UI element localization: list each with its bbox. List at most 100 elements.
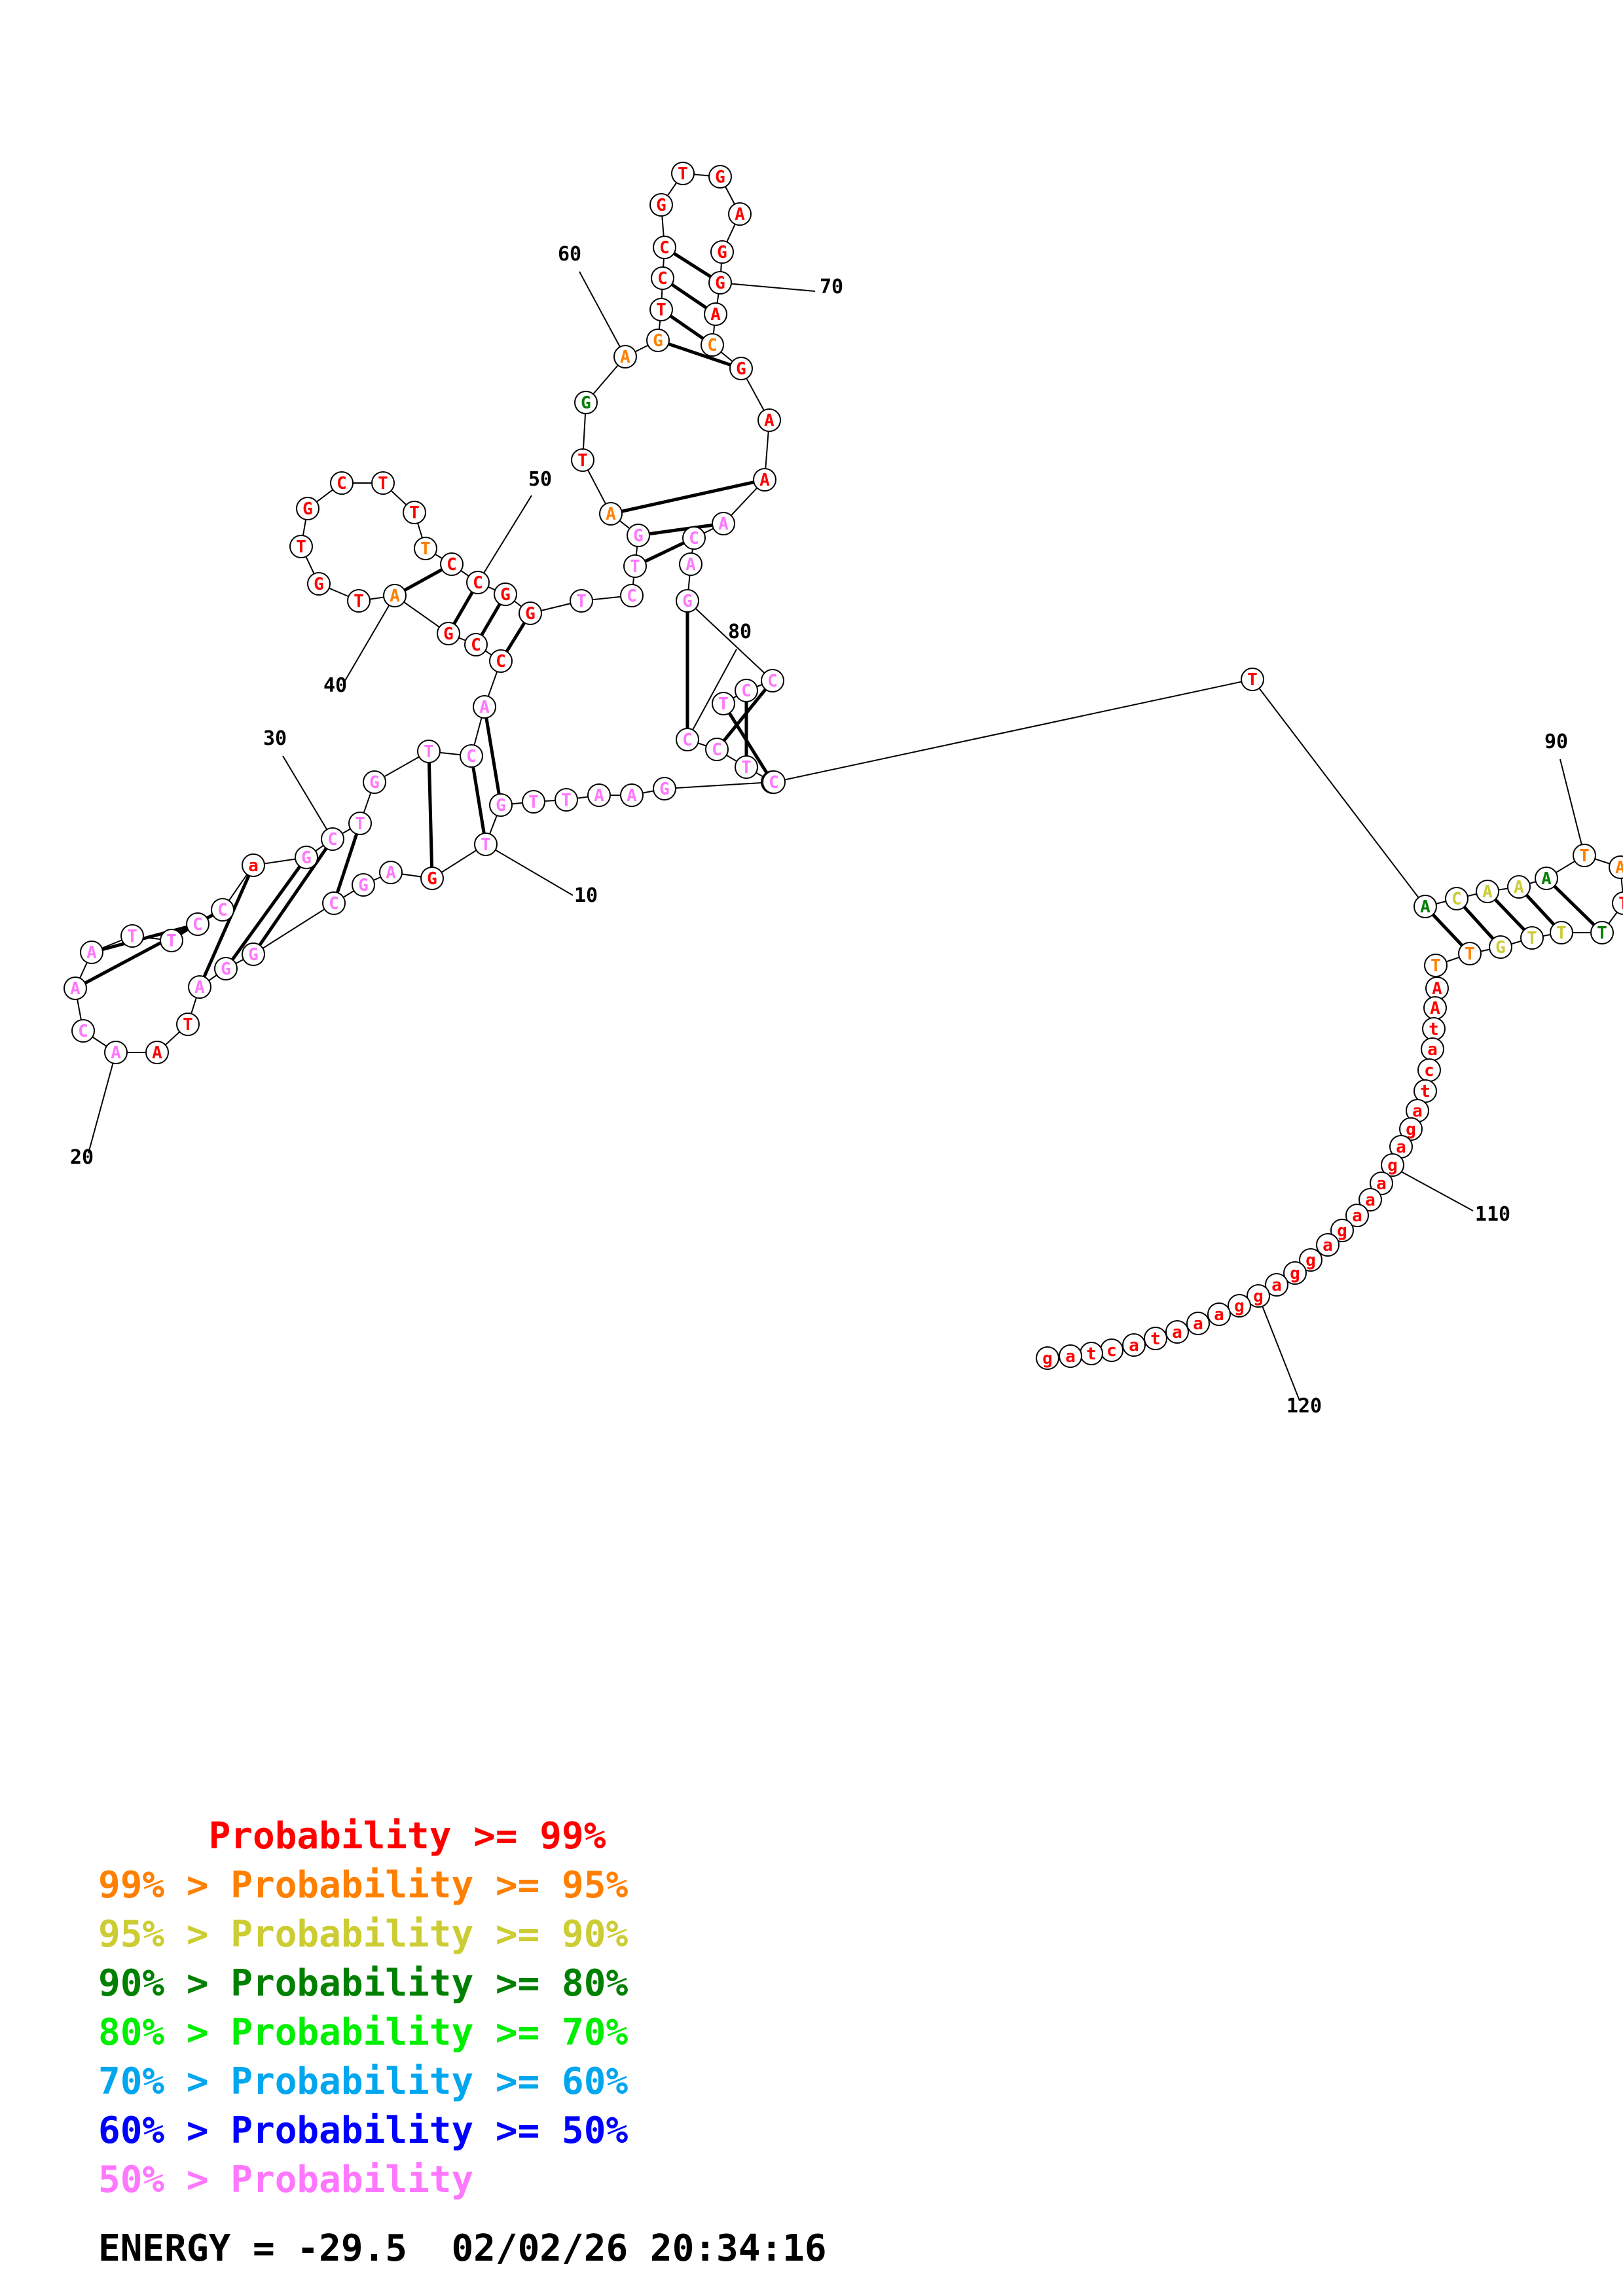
nucleotide-circle	[1573, 844, 1596, 867]
base-pair-bond	[224, 856, 308, 970]
nucleotide-letter: T	[378, 474, 388, 493]
nucleotide-97: T	[1458, 942, 1482, 965]
position-label-tick	[1258, 1295, 1300, 1401]
nucleotide-letter: T	[166, 931, 177, 951]
nucleotide-54: C	[620, 584, 644, 607]
nucleotide-113: a	[1316, 1233, 1340, 1257]
nucleotide-106: g	[1399, 1117, 1423, 1141]
nucleotide-circle	[1609, 855, 1623, 879]
nucleotide-letter: T	[528, 793, 539, 812]
nucleotide-circle	[1228, 1294, 1251, 1318]
nucleotide-letter: A	[194, 978, 205, 997]
nucleotide-letter: a	[1322, 1236, 1333, 1255]
nucleotide-circle	[186, 912, 210, 936]
nucleotide-circle	[627, 524, 650, 547]
nucleotide-47: T	[403, 501, 426, 524]
nucleotide-51: G	[494, 583, 517, 606]
nucleotide-36: A	[473, 695, 496, 719]
nucleotide-letter: G	[633, 526, 644, 546]
nucleotide-letter: g	[1406, 1120, 1416, 1139]
nucleotide-115: g	[1283, 1261, 1307, 1285]
nucleotide-letter: T	[656, 300, 666, 320]
nucleotide-letter: C	[712, 740, 722, 760]
nucleotide-38: C	[464, 633, 488, 656]
nucleotide-circle	[679, 552, 702, 576]
nucleotide-34: T	[417, 740, 441, 763]
nucleotide-letter: A	[627, 786, 637, 806]
nucleotide-35: C	[460, 744, 483, 768]
nucleotide-circle	[1316, 1233, 1340, 1257]
nucleotide-21: A	[104, 1041, 128, 1064]
nucleotide-118: g	[1228, 1294, 1251, 1318]
nucleotide-letter: G	[656, 196, 666, 215]
nucleotide-letter: A	[86, 943, 97, 963]
nucleotide-53: T	[570, 589, 593, 613]
nucleotide-circle	[347, 589, 371, 613]
nucleotide-circle	[1535, 867, 1558, 890]
base-pair-bond	[638, 522, 724, 537]
nucleotide-letter: C	[471, 636, 481, 655]
nucleotide-87: A	[1476, 880, 1499, 903]
nucleotide-letter: a	[1412, 1102, 1423, 1121]
legend-line-95-99: 99% > Probability >= 95%	[98, 1864, 629, 1907]
nucleotide-circle	[574, 391, 598, 414]
nucleotide-letter: A	[1430, 999, 1440, 1018]
nucleotide-circle	[417, 740, 441, 763]
nucleotide-letter: G	[715, 168, 725, 187]
nucleotide-61: G	[646, 329, 670, 352]
nucleotide-letter: a	[248, 856, 259, 876]
position-label: 110	[1475, 1203, 1510, 1226]
nucleotide-circle	[1247, 1284, 1270, 1308]
legend-line-70-80: 80% > Probability >= 70%	[98, 2011, 629, 2054]
nucleotide-letter: a	[1214, 1305, 1224, 1325]
nucleotide-letter: C	[337, 474, 347, 493]
nucleotide-circle	[440, 552, 464, 576]
position-label: 90	[1544, 730, 1568, 753]
nucleotide-letter: T	[741, 758, 752, 778]
nucleotide-81: C	[735, 679, 758, 702]
nucleotide-letter: A	[685, 555, 696, 575]
nucleotide-letter: G	[427, 869, 437, 889]
nucleotide-82: T	[712, 692, 735, 715]
nucleotide-14: G	[352, 873, 375, 897]
nucleotide-circle	[120, 924, 144, 948]
nucleotide-5: G	[653, 777, 676, 800]
nucleotide-letter: G	[358, 876, 369, 895]
nucleotide-85: A	[1413, 895, 1437, 918]
nucleotide-letter: G	[301, 848, 312, 868]
nucleotide-letter: G	[736, 359, 746, 379]
nucleotide-52: G	[519, 601, 542, 625]
position-label: 80	[728, 620, 752, 643]
nucleotide-84: T	[1241, 668, 1264, 691]
nucleotide-99: A	[1425, 977, 1449, 1000]
nucleotide-12: G	[420, 867, 444, 890]
nucleotide-circle	[363, 770, 386, 794]
nucleotide-45: C	[330, 471, 354, 495]
nucleotide-circle	[1144, 1327, 1167, 1350]
nucleotide-letter: C	[741, 681, 752, 701]
nucleotide-circle	[64, 977, 87, 1000]
legend-line-60-70: 70% > Probability >= 60%	[98, 2060, 629, 2103]
legend-line-80-90: 90% > Probability >= 80%	[98, 1962, 629, 2005]
nucleotide-29: a	[242, 853, 265, 877]
nucleotide-9: T	[522, 790, 545, 814]
nucleotide-letter: a	[1352, 1206, 1362, 1226]
nucleotide-66: T	[671, 162, 695, 185]
nucleotide-74: A	[757, 408, 781, 432]
nucleotide-letter: T	[1556, 924, 1567, 943]
nucleotide-79: G	[676, 589, 699, 613]
nucleotide-31: C	[321, 827, 344, 851]
nucleotide-circle	[1299, 1248, 1322, 1272]
legend-line-90-95: 95% > Probability >= 90%	[98, 1913, 629, 1956]
nucleotide-letter: A	[111, 1043, 121, 1063]
nucleotide-86: C	[1445, 887, 1468, 910]
nucleotide-circle	[653, 236, 676, 259]
position-label-tick	[485, 844, 574, 896]
nucleotide-37: C	[489, 649, 513, 673]
nucleotide-circle	[214, 957, 238, 980]
nucleotide-letter: C	[329, 894, 339, 914]
nucleotide-92: T	[1612, 891, 1623, 915]
nucleotide-letter: G	[496, 796, 506, 816]
nucleotide-41: T	[347, 589, 371, 613]
nucleotide-letter: A	[1420, 897, 1431, 917]
